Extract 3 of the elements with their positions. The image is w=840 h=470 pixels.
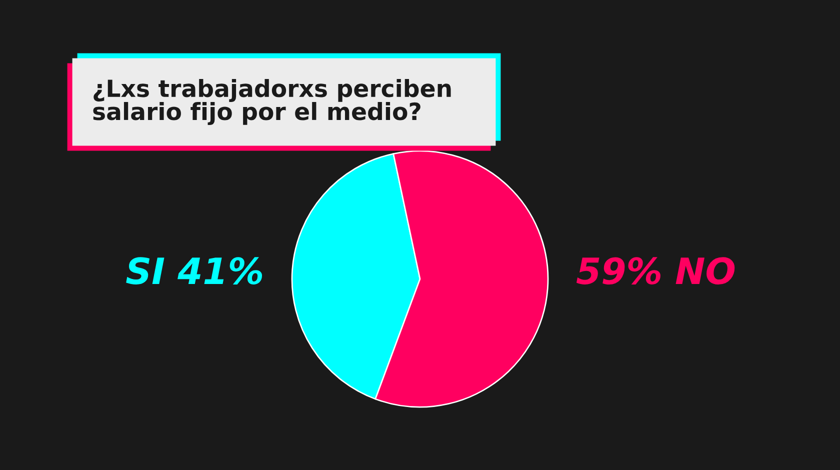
slice-label: SI 41% <box>126 257 262 284</box>
slice-label: 59% NO <box>576 257 735 285</box>
chart-title: ¿Lxs trabajadorxs perciben salario fijo por el medio? <box>93 78 451 126</box>
